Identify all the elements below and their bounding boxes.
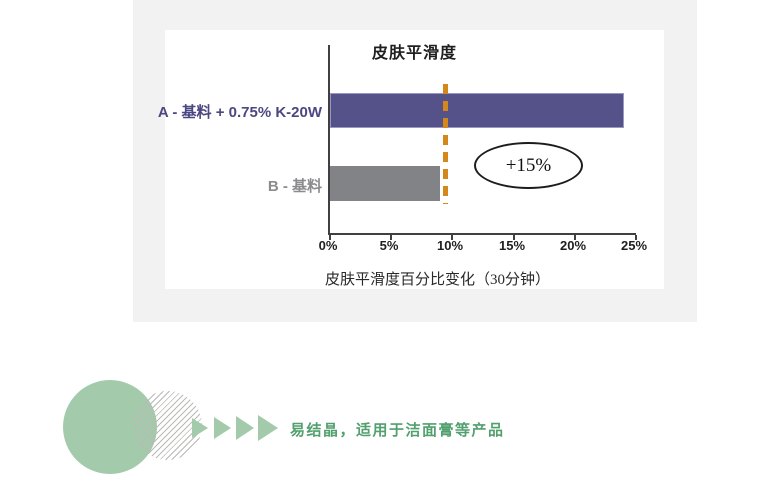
x-axis-ticks: 0% 5% 10% 15% 20% 25%: [319, 238, 647, 254]
x-tick-mark: [390, 235, 392, 240]
x-tick-mark: [574, 235, 576, 240]
x-tick-label: 15%: [498, 238, 526, 253]
bar: [330, 166, 440, 201]
x-tick-label: 10%: [436, 238, 464, 253]
arrow-right-icon: [236, 416, 254, 440]
bar-chart-plot: +15%: [328, 45, 637, 240]
chart-section: 皮肤平滑度 +15% 0% 5% 10% 15%: [133, 0, 697, 322]
arrow-right-icon: [214, 417, 231, 439]
category-label: A - 基料 + 0.75% K-20W: [157, 104, 322, 121]
x-tick-label: 25%: [620, 238, 648, 253]
x-axis-title: 皮肤平滑度百分比变化（30分钟）: [324, 272, 550, 288]
hatched-circle-decoration: [133, 391, 202, 460]
x-tick-label: 5%: [379, 238, 399, 253]
x-tick-label: 20%: [559, 238, 587, 253]
annotation-text: +15%: [505, 154, 552, 176]
chart-title: 皮肤平滑度: [371, 45, 457, 62]
x-tick-label: 0%: [318, 238, 338, 253]
arrow-right-icon: [258, 415, 278, 441]
x-tick-mark: [451, 235, 453, 240]
x-tick-mark: [329, 235, 331, 240]
x-tick-mark: [635, 235, 637, 240]
reference-line: [443, 84, 448, 204]
banner-text: 易结晶，适用于洁面膏等产品: [290, 422, 505, 439]
chart-card: 皮肤平滑度 +15% 0% 5% 10% 15%: [158, 30, 664, 289]
annotation-ellipse: +15%: [474, 142, 583, 189]
x-tick-mark: [513, 235, 515, 240]
category-label: B - 基料: [267, 178, 322, 195]
bar: [330, 93, 624, 128]
